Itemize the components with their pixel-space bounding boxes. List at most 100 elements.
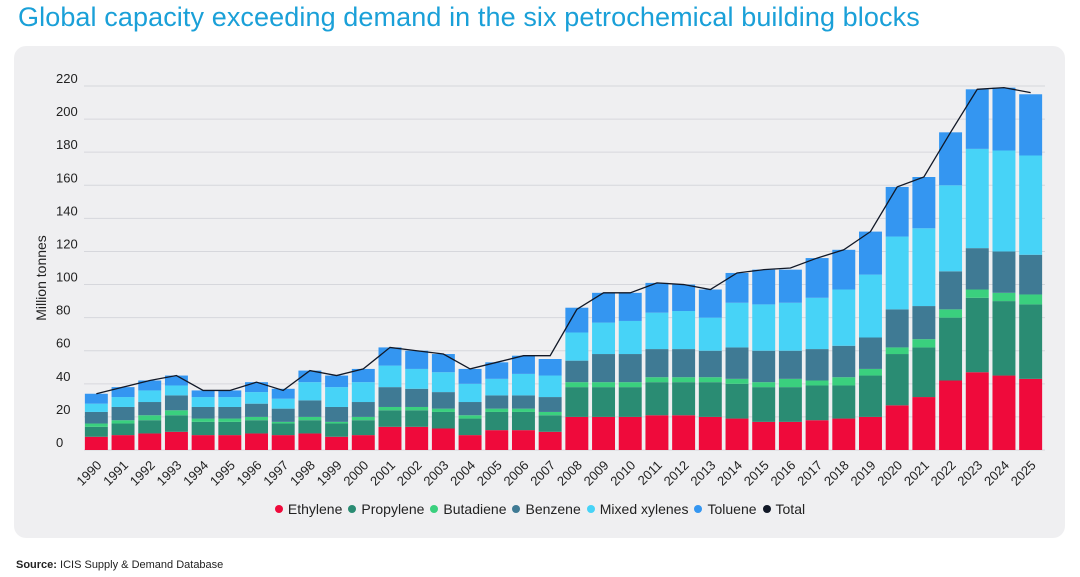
bar-benzene <box>325 407 348 422</box>
bar-toluene <box>565 308 588 333</box>
bar-propylene <box>912 347 935 397</box>
bar-butadiene <box>192 419 215 422</box>
bar-propylene <box>726 384 749 419</box>
bar-benzene <box>859 337 882 368</box>
x-tick-label: 1995 <box>207 458 238 489</box>
bar-benzene <box>939 271 962 309</box>
bar-butadiene <box>779 379 802 387</box>
bar-toluene <box>85 394 108 404</box>
bar-toluene <box>886 187 909 237</box>
bar-ethylene <box>405 427 428 450</box>
x-tick-label: 1990 <box>73 458 104 489</box>
bar-butadiene <box>325 422 348 424</box>
bar-benzene <box>298 400 321 417</box>
bar-butadiene <box>832 377 855 385</box>
bar-benzene <box>138 402 161 415</box>
bar-butadiene <box>726 379 749 384</box>
bar-mixed-xylenes <box>352 382 375 402</box>
x-tick-label: 2006 <box>501 458 532 489</box>
bar-ethylene <box>379 427 402 450</box>
bar-butadiene <box>485 409 508 412</box>
x-tick-label: 2000 <box>340 458 371 489</box>
bar-mixed-xylenes <box>379 366 402 388</box>
x-tick-label: 1998 <box>287 458 318 489</box>
legend-swatch <box>430 505 438 513</box>
bar-ethylene <box>619 417 642 450</box>
bar-mixed-xylenes <box>912 228 935 306</box>
bar-butadiene <box>672 377 695 382</box>
x-tick-label: 2008 <box>554 458 585 489</box>
bar-toluene <box>912 177 935 228</box>
legend-item-ethylene: Ethylene <box>275 501 342 517</box>
bar-mixed-xylenes <box>992 151 1015 252</box>
bar-mixed-xylenes <box>966 149 989 248</box>
bar-propylene <box>966 298 989 372</box>
x-tick-label: 2019 <box>848 458 879 489</box>
x-tick-label: 2023 <box>954 458 985 489</box>
bar-benzene <box>512 395 535 408</box>
legend-swatch <box>763 505 771 513</box>
bar-propylene <box>752 387 775 422</box>
y-tick-label: 80 <box>56 303 70 318</box>
bar-ethylene <box>459 435 482 450</box>
bar-mixed-xylenes <box>886 237 909 310</box>
bar-propylene <box>165 415 188 432</box>
x-tick-label: 2017 <box>794 458 825 489</box>
bar-propylene <box>592 387 615 417</box>
bar-toluene <box>325 376 348 388</box>
x-tick-label: 1992 <box>127 458 158 489</box>
bar-mixed-xylenes <box>699 318 722 351</box>
bar-benzene <box>245 404 268 417</box>
bar-propylene <box>298 420 321 433</box>
bar-toluene <box>379 347 402 365</box>
bar-butadiene <box>565 382 588 387</box>
bar-propylene <box>565 387 588 417</box>
legend-item-toluene: Toluene <box>694 501 756 517</box>
bar-mixed-xylenes <box>432 372 455 392</box>
x-tick-label: 2010 <box>607 458 638 489</box>
x-tick-label: 2012 <box>661 458 692 489</box>
bar-benzene <box>192 407 215 419</box>
bar-toluene <box>832 250 855 290</box>
bar-ethylene <box>672 415 695 450</box>
bar-propylene <box>619 387 642 417</box>
bar-toluene <box>779 270 802 303</box>
source-note: Source: ICIS Supply & Demand Database <box>16 559 223 571</box>
bar-mixed-xylenes <box>512 374 535 396</box>
x-tick-label: 1997 <box>260 458 291 489</box>
bar-ethylene <box>779 422 802 450</box>
bar-toluene <box>539 359 562 376</box>
bar-propylene <box>218 422 241 435</box>
x-tick-label: 2018 <box>821 458 852 489</box>
bar-toluene <box>806 258 829 298</box>
y-tick-label: 60 <box>56 336 70 351</box>
bar-butadiene <box>699 377 722 382</box>
bar-mixed-xylenes <box>245 392 268 404</box>
y-tick-label: 120 <box>56 236 78 251</box>
source-text: ICIS Supply & Demand Database <box>60 559 223 571</box>
legend-label: Toluene <box>707 501 756 517</box>
bar-toluene <box>992 88 1015 151</box>
bar-butadiene <box>405 407 428 410</box>
source-label: Source: <box>16 559 57 571</box>
bar-propylene <box>699 382 722 417</box>
bar-mixed-xylenes <box>1019 155 1042 254</box>
bar-butadiene <box>272 422 295 424</box>
bar-ethylene <box>726 419 749 450</box>
bar-benzene <box>485 395 508 408</box>
bar-mixed-xylenes <box>459 384 482 402</box>
y-tick-label: 180 <box>56 137 78 152</box>
bar-butadiene <box>1019 294 1042 304</box>
bar-propylene <box>325 424 348 437</box>
bar-benzene <box>699 351 722 377</box>
bar-mixed-xylenes <box>218 397 241 407</box>
bar-mixed-xylenes <box>85 404 108 412</box>
y-tick-label: 0 <box>56 435 63 450</box>
bar-butadiene <box>592 382 615 387</box>
x-tick-label: 2014 <box>714 458 745 489</box>
bar-toluene <box>405 351 428 369</box>
legend-item-butadiene: Butadiene <box>430 501 506 517</box>
bar-butadiene <box>165 410 188 415</box>
bar-ethylene <box>218 435 241 450</box>
bar-propylene <box>405 410 428 427</box>
